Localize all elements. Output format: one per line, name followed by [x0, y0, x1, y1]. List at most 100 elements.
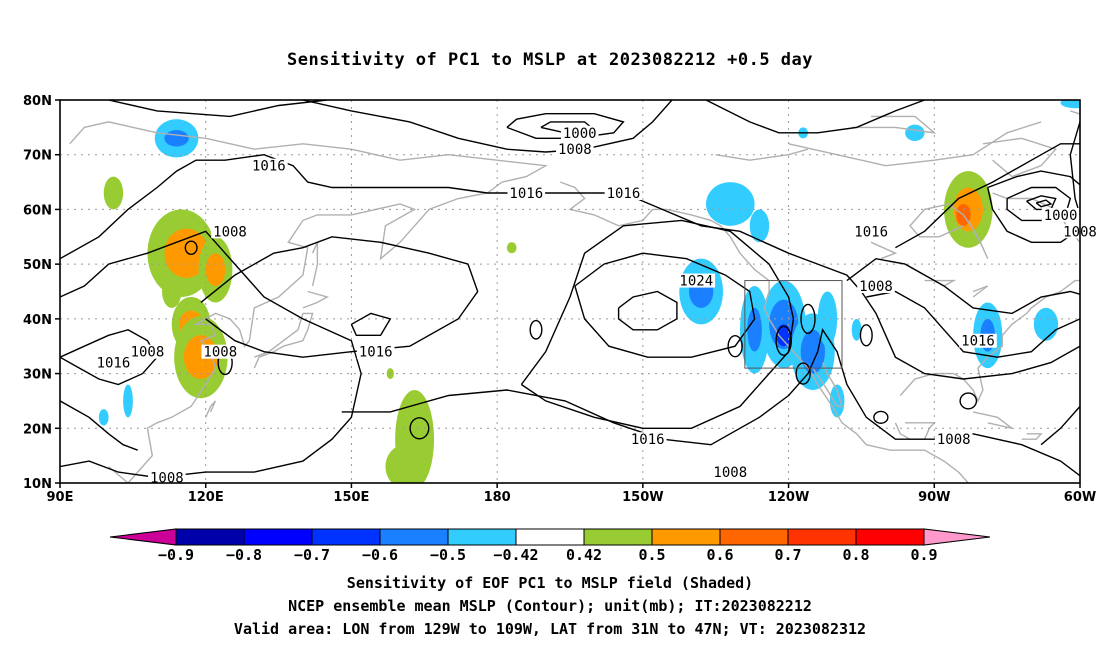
lat-tick-label: 30N — [23, 368, 52, 383]
contour-label: 1000 — [1044, 208, 1078, 224]
colorbar-bin — [787, 528, 857, 546]
contour-label-background — [356, 344, 395, 359]
contour-label-background — [628, 432, 667, 447]
contour-label: 1024 — [679, 274, 713, 290]
lat-lon-gridlines — [60, 100, 1080, 483]
sensitivity-patch — [205, 253, 226, 287]
lon-tick-label: 90E — [47, 490, 74, 505]
mslp-contour — [520, 219, 795, 429]
colorbar-label: 0.42 — [566, 546, 602, 564]
mslp-contour-loop — [529, 319, 543, 340]
contour-label-background — [852, 224, 890, 239]
contour-label: 1008 — [713, 465, 747, 481]
sensitivity-patch — [706, 182, 755, 226]
colorbar-label: −0.5 — [430, 546, 466, 564]
sensitivity-patch — [164, 130, 189, 147]
mslp-contour-loop — [959, 392, 978, 410]
mslp-contour — [302, 100, 673, 153]
contour-label-background — [556, 142, 594, 157]
colorbar-bin — [583, 528, 653, 546]
colorbar-tip-high — [923, 528, 991, 546]
colorbar-label: −0.42 — [493, 546, 538, 564]
coastline — [972, 285, 989, 298]
coastline — [69, 121, 548, 483]
mslp-contour-loop — [775, 325, 792, 356]
colorbar-label: −0.6 — [362, 546, 398, 564]
contour-label-background — [959, 333, 997, 348]
sensitivity-patch — [800, 329, 825, 374]
contour-label: 1008 — [131, 345, 165, 361]
caption-contour: NCEP ensemble mean MSLP (Contour); unit(… — [288, 597, 812, 615]
mslp-contour-loop — [727, 335, 743, 358]
colorbar-label: −0.8 — [226, 546, 262, 564]
mslp-contour — [987, 170, 1080, 243]
sensitivity-patch — [1033, 307, 1059, 341]
contour-label: 1008 — [213, 224, 247, 240]
colorbar-bin — [515, 528, 585, 546]
sensitivity-patch — [103, 176, 124, 210]
contour-label: 1016 — [854, 224, 888, 240]
contour-label: 1000 — [563, 126, 597, 142]
colorbar-label: −0.7 — [294, 546, 330, 564]
mslp-contour-loop — [184, 240, 198, 255]
lon-tick-label: 150W — [622, 490, 663, 505]
contour-label: 1008 — [150, 471, 184, 487]
mslp-contour — [574, 252, 756, 358]
valid-area-box — [744, 280, 843, 369]
contour-label: 1008 — [937, 432, 971, 448]
colorbar: −0.9 −0.8 −0.7 −0.6 −0.5 −0.42 0.42 0.5 0.6 0.7 0.… — [109, 528, 991, 564]
contour-label: 1008 — [203, 345, 237, 361]
contour-label: 1016 — [631, 432, 665, 448]
mslp-contour — [866, 290, 1080, 358]
mslp-contour-loop — [409, 417, 430, 440]
colorbar-label: −0.9 — [158, 546, 194, 564]
lat-tick-label: 50N — [23, 258, 52, 273]
colorbar-bin — [379, 528, 449, 546]
contour-label-background — [250, 158, 288, 173]
lat-tick-label: 70N — [23, 149, 52, 164]
mslp-contour — [895, 143, 1080, 249]
coastline — [894, 422, 936, 440]
contour-label-background — [604, 186, 643, 201]
coastline — [1021, 433, 1043, 440]
contour-label-background — [711, 465, 750, 480]
contour-label-background — [148, 470, 186, 485]
colorbar-label: 0.8 — [842, 546, 869, 564]
mslp-contour — [846, 257, 1080, 315]
mslp-contour — [350, 312, 392, 336]
lat-tick-label: 40N — [23, 313, 52, 328]
contour-label-background — [211, 224, 249, 239]
coastline — [870, 241, 898, 260]
colorbar-bin — [447, 528, 517, 546]
contour-label-background — [560, 125, 599, 140]
sensitivity-patch — [98, 409, 109, 426]
contour-label-background — [934, 432, 973, 447]
coastline — [851, 115, 937, 134]
mslp-contour — [60, 400, 138, 451]
sensitivity-patch — [123, 384, 133, 418]
lat-tick-label: 80N — [23, 94, 52, 109]
lon-tick-label: 120E — [188, 490, 224, 505]
coastline — [302, 290, 329, 309]
lon-tick-label: 150E — [333, 490, 369, 505]
contour-label: 1008 — [859, 279, 893, 295]
coastline — [311, 242, 319, 287]
sensitivity-patch — [905, 124, 925, 142]
colorbar-bin — [651, 528, 721, 546]
mslp-contour-loop — [873, 410, 889, 424]
contour-label-background — [677, 273, 716, 288]
sensitivity-patch — [1060, 100, 1080, 109]
sensitivity-patch — [385, 444, 425, 483]
coastline — [812, 362, 843, 408]
contour-label: 1016 — [252, 159, 286, 175]
caption-shading: Sensitivity of EOF PC1 to MSLP field (Sh… — [346, 574, 754, 592]
map-title: Sensitivity of PC1 to MSLP at 2023082212… — [286, 50, 813, 70]
caption-valid-area: Valid area: LON from 129W to 109W, LAT f… — [233, 620, 867, 638]
coastline — [715, 148, 809, 161]
mslp-contour-loop — [800, 303, 816, 335]
contour-label-background — [128, 344, 167, 359]
mslp-contour — [506, 113, 625, 139]
colorbar-label: 0.6 — [706, 546, 733, 564]
mslp-contour — [1026, 195, 1057, 211]
contour-label: 1016 — [359, 345, 393, 361]
